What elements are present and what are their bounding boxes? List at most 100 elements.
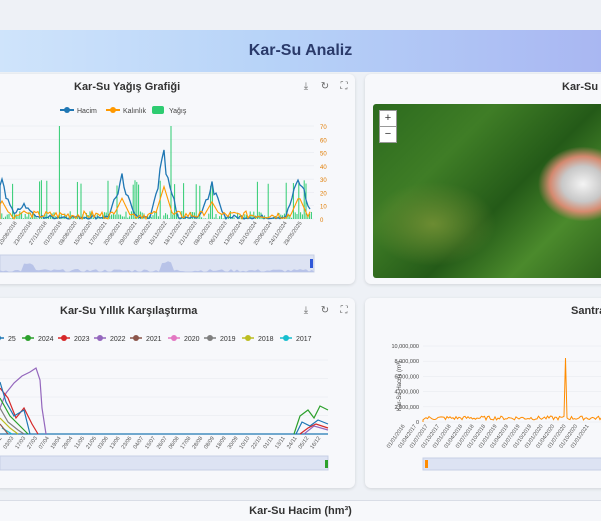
axis-tick-label: 6,000,000 [395, 374, 419, 380]
series-line [0, 381, 31, 435]
yearly-chart: 25 2024 2023 2022 2021 2020 2019 2018 201716/020… [0, 335, 329, 471]
date-tick-label: 07/04 [38, 436, 51, 451]
fullscreen-icon[interactable]: ⛶ [340, 305, 348, 316]
axis-tick-label: 50 [320, 152, 327, 158]
range-slider-handle [310, 259, 313, 268]
reset-icon[interactable]: ↻ [320, 305, 330, 316]
axis-tick-label: 40 [320, 165, 327, 171]
chart-card-precipitation: Kar-Su Yağış Grafiği ⤓ ↻ ⛶ Hacim Kalınlık… [0, 74, 355, 284]
date-tick-label: 18/09 [215, 436, 228, 451]
date-tick-label: 06/08 [168, 436, 181, 451]
download-icon[interactable]: ⤓ [303, 81, 309, 92]
date-tick-label: 10/10 [239, 436, 252, 451]
axis-title: Kar-Su Hacmi (m³) [397, 361, 403, 411]
legend-label: 2017 [296, 336, 312, 343]
santral-line [422, 357, 601, 422]
snow-map[interactable]: + − [373, 104, 601, 278]
series-line [0, 387, 39, 435]
series-line [293, 405, 329, 435]
axis-tick-label: 60 [320, 138, 327, 144]
thickness-line [0, 184, 311, 221]
legend-swatch [152, 106, 164, 114]
series-line [0, 423, 9, 435]
zoom-in-button[interactable]: + [379, 110, 397, 127]
date-tick-label: 17/03 [14, 436, 27, 451]
range-slider-preview [0, 261, 314, 272]
legend-label: 2020 [184, 336, 200, 343]
date-tick-label: 03/03 [3, 436, 16, 451]
legend-label: Kalınlık [123, 108, 146, 115]
legend-label: 25 [8, 336, 16, 343]
legend-label: 2018 [258, 336, 274, 343]
legend-label: Yağış [169, 108, 187, 115]
legend-label: 2019 [220, 336, 236, 343]
series-line [0, 407, 25, 435]
date-tick-label: 21/05 [85, 436, 98, 451]
date-tick-label: 27/03 [26, 436, 39, 451]
axis-tick-label: 20 [320, 191, 327, 197]
chart-card-map: Kar-Su Haritası + − [365, 74, 601, 284]
fullscreen-icon[interactable]: ⛶ [340, 81, 348, 92]
santral-chart: 10,000,000 8,000,000 6,000,000 4,000,000 2,0… [386, 344, 601, 471]
date-tick-label: 05/12 [298, 436, 311, 451]
date-tick-label: 24/11 [286, 436, 299, 450]
axis-tick-label: 0 [416, 420, 419, 426]
range-slider [422, 457, 601, 471]
chart-card-santral: Santral 10,000,000 8,000,000 6,000,000 4,00… [365, 298, 601, 488]
legend-swatch [97, 335, 103, 341]
date-tick-label: 19/04 [50, 436, 63, 451]
range-slider [0, 455, 329, 471]
date-tick-label: 04/07 [132, 436, 145, 451]
date-tick-label: 17/08 [180, 436, 193, 451]
download-icon[interactable]: ⤓ [303, 305, 309, 316]
legend-label: 2024 [38, 336, 54, 343]
axis-tick-label: 10,000,000 [391, 344, 419, 350]
range-slider-handle [425, 460, 428, 468]
legend-swatch [283, 335, 289, 341]
series-line [303, 425, 329, 435]
date-tick-label: 26/07 [156, 436, 169, 451]
axis-tick-label: 70 [320, 125, 327, 131]
date-tick-label: 30/09 [227, 436, 240, 451]
date-tick-label: 11/05 [74, 436, 87, 450]
legend-label: 2023 [74, 336, 90, 343]
legend-swatch [245, 335, 251, 341]
chart-title: Kar-Su Yağış Grafiği [74, 81, 181, 93]
legend-swatch [0, 335, 1, 341]
date-tick-label: 28/08 [191, 436, 204, 451]
axis-tick-label: 10 [320, 205, 327, 211]
date-tick-label: 08/09 [203, 436, 216, 451]
legend-label: 2021 [146, 336, 162, 343]
date-tick-label: 15/07 [144, 436, 157, 451]
legend-swatch [25, 335, 31, 341]
chart-card-yearly: Kar-Su Yıllık Karşılaştırma ⤓ ↻ ⛶ 25 2024… [0, 298, 355, 488]
legend-swatch [61, 335, 67, 341]
footer-title: Kar-Su Hacim (hm³) [0, 500, 601, 521]
legend-swatch [207, 335, 213, 341]
page-header: Kar-Su Analiz [0, 30, 601, 72]
range-slider [0, 254, 315, 273]
page-title: Kar-Su Analiz [248, 42, 353, 59]
date-tick-label: 22/10 [250, 436, 263, 451]
volume-line [0, 149, 311, 220]
reset-icon[interactable]: ↻ [320, 81, 330, 92]
axis-tick-label: 30 [320, 178, 327, 184]
axis-tick-label: 8,000,000 [395, 359, 419, 365]
axis-tick-label: 0 [320, 218, 324, 224]
chart-title: Santral [571, 305, 601, 317]
chart-title: Kar-Su Yıllık Karşılaştırma [60, 305, 198, 317]
series-line [299, 423, 329, 435]
legend-swatch [64, 107, 70, 113]
series-line [295, 419, 329, 435]
legend-label: Hacim [77, 108, 97, 115]
date-tick-label: 03/06 [97, 436, 110, 451]
axis-tick-label: 2,000,000 [395, 405, 419, 411]
date-tick-label: 23/06 [121, 436, 134, 451]
date-tick-label: 13/06 [109, 436, 122, 451]
series-line [0, 397, 29, 435]
date-tick-label: 16/12 [309, 436, 322, 451]
date-tick-label: 01/11 [262, 436, 275, 450]
legend-swatch [133, 335, 139, 341]
series-line [0, 417, 19, 435]
zoom-out-button[interactable]: − [379, 126, 397, 143]
